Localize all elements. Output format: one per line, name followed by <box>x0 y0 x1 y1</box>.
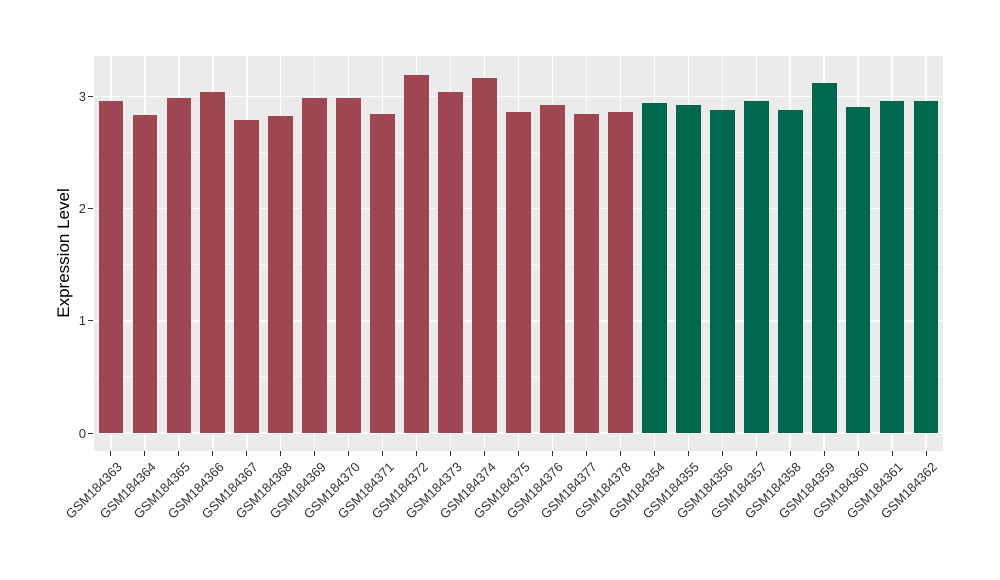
x-axis-tick-mark <box>450 451 452 456</box>
plot-panel <box>94 56 943 451</box>
bar <box>574 113 599 433</box>
x-axis-tick-mark <box>721 451 723 456</box>
x-axis-tick-mark <box>518 451 519 456</box>
x-axis-tick-mark <box>585 451 587 456</box>
x-axis-tick-mark <box>687 451 689 456</box>
bar <box>607 112 633 433</box>
bar <box>472 77 497 433</box>
bar <box>268 115 294 433</box>
bar <box>302 97 328 433</box>
x-axis-tick-mark <box>144 451 146 456</box>
y-axis-tick-mark <box>88 208 93 210</box>
x-axis-tick-mark <box>484 451 486 456</box>
bar <box>743 101 769 433</box>
bar <box>709 110 735 433</box>
bar <box>132 114 158 433</box>
x-axis-tick-mark <box>925 451 927 456</box>
bar <box>234 120 260 433</box>
x-axis-tick-mark <box>314 451 316 456</box>
x-axis-tick-mark <box>891 451 893 456</box>
y-axis-tick-label: 0 <box>78 425 86 441</box>
x-axis-tick-mark <box>619 451 621 456</box>
y-axis-tick-mark <box>88 96 93 98</box>
bar <box>675 104 701 433</box>
x-axis-tick-mark <box>857 451 859 456</box>
y-axis-tick-label: 2 <box>78 201 86 217</box>
bar <box>641 103 667 433</box>
bar <box>370 113 396 433</box>
bar <box>404 75 429 433</box>
bar <box>879 101 905 433</box>
bar <box>336 97 362 433</box>
bar <box>200 92 226 433</box>
x-axis-tick-mark <box>416 451 418 456</box>
x-axis-tick-mark <box>653 451 655 456</box>
x-axis-tick-mark <box>246 451 248 456</box>
x-axis-tick-mark <box>382 451 384 456</box>
x-axis-tick-mark <box>348 451 350 456</box>
x-axis-tick-mark <box>212 451 214 456</box>
x-axis-tick-mark <box>789 451 791 456</box>
y-axis-tick-mark <box>88 320 93 322</box>
y-axis-tick-label: 3 <box>78 89 86 105</box>
y-axis-tick-label: 1 <box>78 313 86 329</box>
x-axis-tick-mark <box>823 451 825 456</box>
y-axis-tick-mark <box>88 432 93 434</box>
x-axis-tick-mark <box>110 451 112 456</box>
bar <box>438 92 463 433</box>
bar <box>845 106 871 433</box>
bar <box>913 101 939 433</box>
x-axis-tick-mark <box>551 451 553 456</box>
bar <box>506 112 531 433</box>
bar <box>98 101 124 433</box>
bar <box>777 110 803 433</box>
bar <box>811 83 837 433</box>
bar <box>166 97 192 433</box>
x-axis-tick-mark <box>755 451 757 456</box>
bar <box>540 104 565 433</box>
x-axis-tick-mark <box>178 451 180 456</box>
x-axis-tick-mark <box>280 451 282 456</box>
